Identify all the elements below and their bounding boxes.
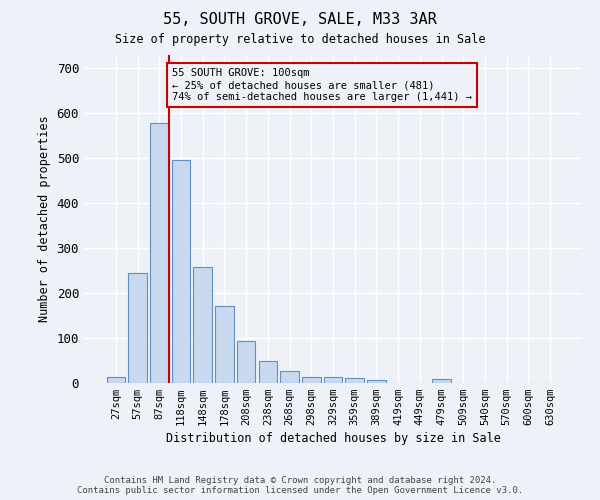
Bar: [324, 376, 342, 382]
Bar: [172, 160, 190, 382]
Bar: [259, 361, 277, 382]
Bar: [215, 306, 233, 382]
Bar: [280, 372, 299, 382]
Bar: [128, 274, 147, 382]
X-axis label: Distribution of detached houses by size in Sale: Distribution of detached houses by size …: [166, 432, 500, 445]
Text: Size of property relative to detached houses in Sale: Size of property relative to detached ho…: [115, 32, 485, 46]
Text: Contains HM Land Registry data © Crown copyright and database right 2024.
Contai: Contains HM Land Registry data © Crown c…: [77, 476, 523, 495]
Y-axis label: Number of detached properties: Number of detached properties: [38, 116, 51, 322]
Bar: [346, 378, 364, 382]
Bar: [237, 341, 256, 382]
Bar: [150, 123, 169, 382]
Bar: [107, 376, 125, 382]
Bar: [302, 376, 320, 382]
Bar: [367, 380, 386, 382]
Bar: [193, 267, 212, 382]
Text: 55, SOUTH GROVE, SALE, M33 3AR: 55, SOUTH GROVE, SALE, M33 3AR: [163, 12, 437, 28]
Bar: [433, 380, 451, 382]
Text: 55 SOUTH GROVE: 100sqm
← 25% of detached houses are smaller (481)
74% of semi-de: 55 SOUTH GROVE: 100sqm ← 25% of detached…: [172, 68, 472, 102]
